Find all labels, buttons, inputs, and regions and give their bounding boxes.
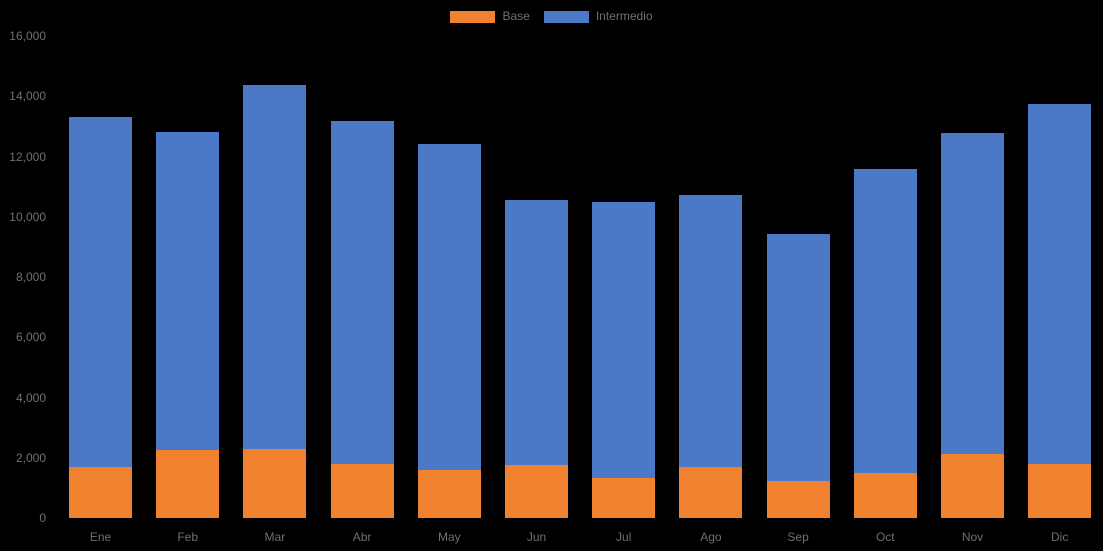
bar-segment-intermedio <box>766 234 830 481</box>
bar-segment-base <box>679 466 743 518</box>
y-axis-tick-label: 12,000 <box>9 149 46 164</box>
legend-item-base: Base <box>450 9 530 23</box>
legend-swatch-intermedio-icon <box>543 10 589 23</box>
bar-segment-intermedio <box>417 143 481 471</box>
x-axis-tick-label: Ene <box>89 530 112 544</box>
bar-segment-base <box>941 454 1004 518</box>
y-axis-tick-label: 14,000 <box>9 89 46 104</box>
x-axis-tick-label: Nov <box>961 530 984 544</box>
bar-segment-base <box>417 470 481 518</box>
y-axis-tick-label: 8,000 <box>15 270 46 284</box>
y-axis-tick-label: 0 <box>39 511 46 525</box>
chart-legend: Base Intermedio <box>0 10 1103 23</box>
legend-swatch-base-icon <box>450 10 496 23</box>
bar-segment-base <box>69 466 132 518</box>
bar-segment-base <box>592 477 656 518</box>
bar-segment-intermedio <box>69 117 132 467</box>
y-axis-tick-label: 4,000 <box>15 390 46 405</box>
y-axis-tick-label: 16,000 <box>9 29 46 43</box>
bar-segment-intermedio <box>679 195 743 467</box>
x-axis-tick-label: Jul <box>616 530 632 544</box>
y-axis-tick-label: 2,000 <box>15 450 46 465</box>
legend-label-intermedio: Intermedio <box>595 9 653 23</box>
bar-segment-base <box>853 472 917 518</box>
bar-segment-intermedio <box>592 202 656 478</box>
x-axis-tick-label: May <box>437 530 461 544</box>
x-axis-tick-label: Feb <box>177 530 199 544</box>
bar-segment-base <box>505 465 568 518</box>
x-axis-tick-label: Ago <box>700 530 722 544</box>
bar-segment-base <box>1028 464 1092 518</box>
bar-segment-intermedio <box>330 121 394 465</box>
bar-segment-base <box>156 449 220 518</box>
x-axis-tick-label: Sep <box>787 530 809 544</box>
bar-segment-intermedio <box>941 133 1004 455</box>
bar-segment-base <box>330 464 394 518</box>
bar-segment-intermedio <box>853 168 917 473</box>
bar-segment-intermedio <box>156 132 220 450</box>
x-axis-tick-label: Abr <box>352 530 372 544</box>
x-axis-tick-label: Jun <box>526 530 547 544</box>
bar-segment-intermedio <box>1028 103 1092 465</box>
legend-item-intermedio: Intermedio <box>543 9 653 23</box>
y-axis-tick-label: 10,000 <box>9 209 46 224</box>
y-axis-tick-label: 6,000 <box>15 330 46 345</box>
bar-segment-intermedio <box>243 85 307 449</box>
bar-segment-intermedio <box>505 199 568 466</box>
bar-segment-base <box>766 480 830 518</box>
bar-segment-base <box>243 448 307 518</box>
legend-label-base: Base <box>502 9 530 23</box>
x-axis-tick-label: Mar <box>264 530 286 544</box>
x-axis-tick-label: Oct <box>875 530 895 544</box>
x-axis-tick-label: Dic <box>1051 530 1069 544</box>
